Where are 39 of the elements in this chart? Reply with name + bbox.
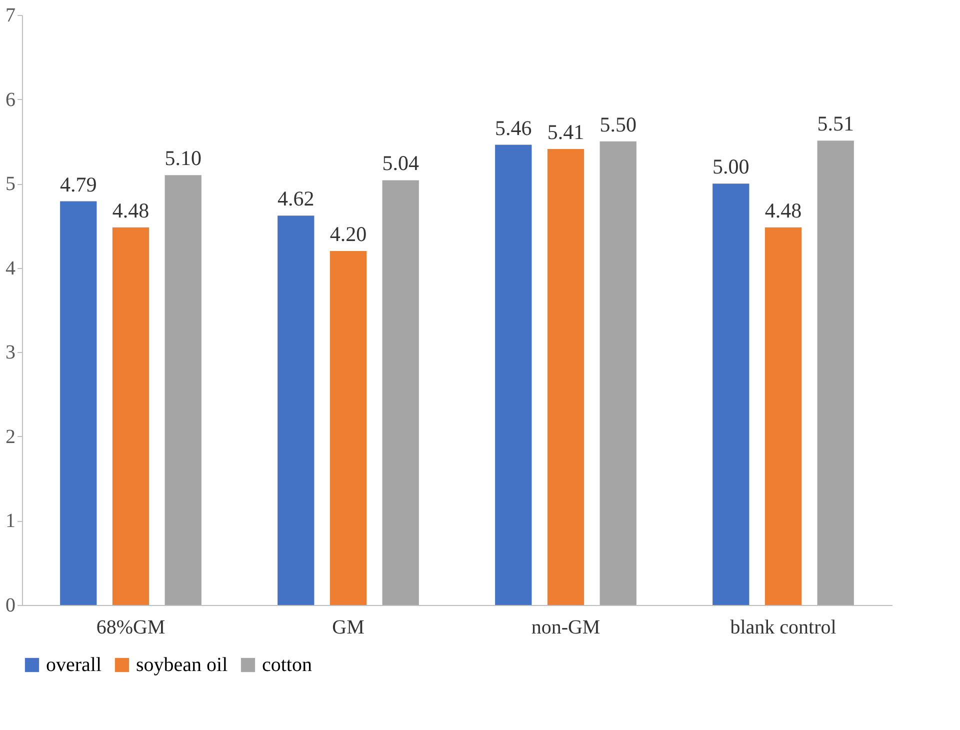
bar [330, 251, 367, 605]
bar [382, 180, 419, 605]
y-tick-label: 5 [6, 173, 16, 196]
bar [278, 216, 314, 605]
bar [60, 201, 97, 605]
x-tick-label: non-GM [531, 616, 600, 638]
legend-label: soybean oil [136, 654, 228, 676]
bar [817, 140, 854, 605]
bar [164, 175, 202, 605]
y-tick-label: 4 [6, 257, 16, 280]
data-label: 5.00 [712, 154, 750, 179]
data-label: 5.46 [495, 116, 532, 140]
data-label: 5.41 [547, 120, 584, 144]
data-label: 4.48 [764, 198, 802, 222]
x-tick-label: 68%GM [96, 616, 166, 638]
bar [112, 227, 150, 605]
legend-label: cotton [262, 654, 312, 676]
data-label: 4.48 [112, 198, 150, 222]
bar [547, 149, 584, 605]
bar [495, 144, 532, 605]
data-label: 5.10 [164, 146, 202, 170]
legend-label: overall [46, 654, 102, 676]
data-label: 5.04 [382, 151, 420, 176]
data-label: 4.79 [60, 172, 97, 196]
y-tick-label: 3 [6, 342, 16, 364]
bar [600, 141, 636, 605]
data-label: 4.20 [330, 222, 367, 246]
y-tick-label: 0 [6, 594, 16, 616]
y-tick-label: 7 [6, 4, 16, 26]
bar [764, 227, 802, 605]
y-tick-label: 6 [6, 88, 16, 111]
y-tick-label: 1 [6, 510, 16, 532]
data-label: 5.50 [600, 112, 636, 136]
bar [712, 184, 750, 605]
y-tick-label: 2 [6, 426, 16, 448]
data-label: 5.51 [817, 112, 854, 136]
data-label: 4.62 [278, 186, 314, 211]
x-tick-label: GM [332, 616, 365, 638]
x-tick-label: blank control [730, 616, 837, 638]
